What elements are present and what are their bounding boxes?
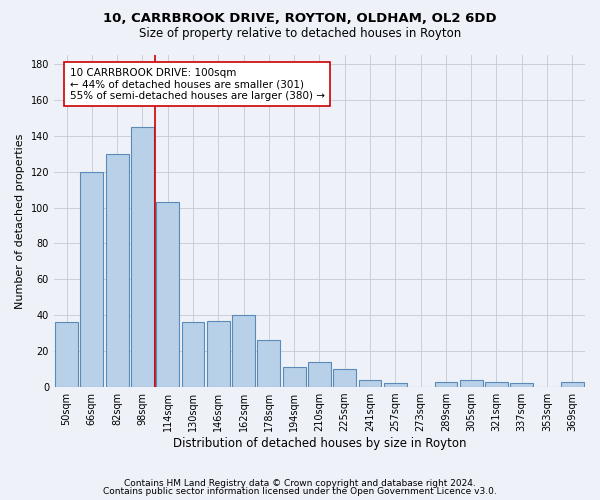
Bar: [182, 322, 205, 387]
Text: 10 CARRBROOK DRIVE: 100sqm
← 44% of detached houses are smaller (301)
55% of sem: 10 CARRBROOK DRIVE: 100sqm ← 44% of deta…: [70, 68, 325, 101]
Text: Contains public sector information licensed under the Open Government Licence v3: Contains public sector information licen…: [103, 487, 497, 496]
Bar: [308, 362, 331, 387]
Bar: [106, 154, 128, 387]
Bar: [55, 322, 78, 387]
Bar: [434, 382, 457, 387]
Bar: [511, 384, 533, 387]
Bar: [460, 380, 482, 387]
Text: Contains HM Land Registry data © Crown copyright and database right 2024.: Contains HM Land Registry data © Crown c…: [124, 478, 476, 488]
Bar: [283, 368, 305, 387]
Bar: [257, 340, 280, 387]
Bar: [157, 202, 179, 387]
Bar: [359, 380, 382, 387]
Bar: [561, 382, 584, 387]
Bar: [232, 316, 255, 387]
X-axis label: Distribution of detached houses by size in Royton: Distribution of detached houses by size …: [173, 437, 466, 450]
Bar: [207, 320, 230, 387]
Bar: [334, 369, 356, 387]
Text: Size of property relative to detached houses in Royton: Size of property relative to detached ho…: [139, 28, 461, 40]
Bar: [80, 172, 103, 387]
Bar: [384, 384, 407, 387]
Bar: [485, 382, 508, 387]
Bar: [131, 127, 154, 387]
Text: 10, CARRBROOK DRIVE, ROYTON, OLDHAM, OL2 6DD: 10, CARRBROOK DRIVE, ROYTON, OLDHAM, OL2…: [103, 12, 497, 26]
Y-axis label: Number of detached properties: Number of detached properties: [15, 134, 25, 308]
